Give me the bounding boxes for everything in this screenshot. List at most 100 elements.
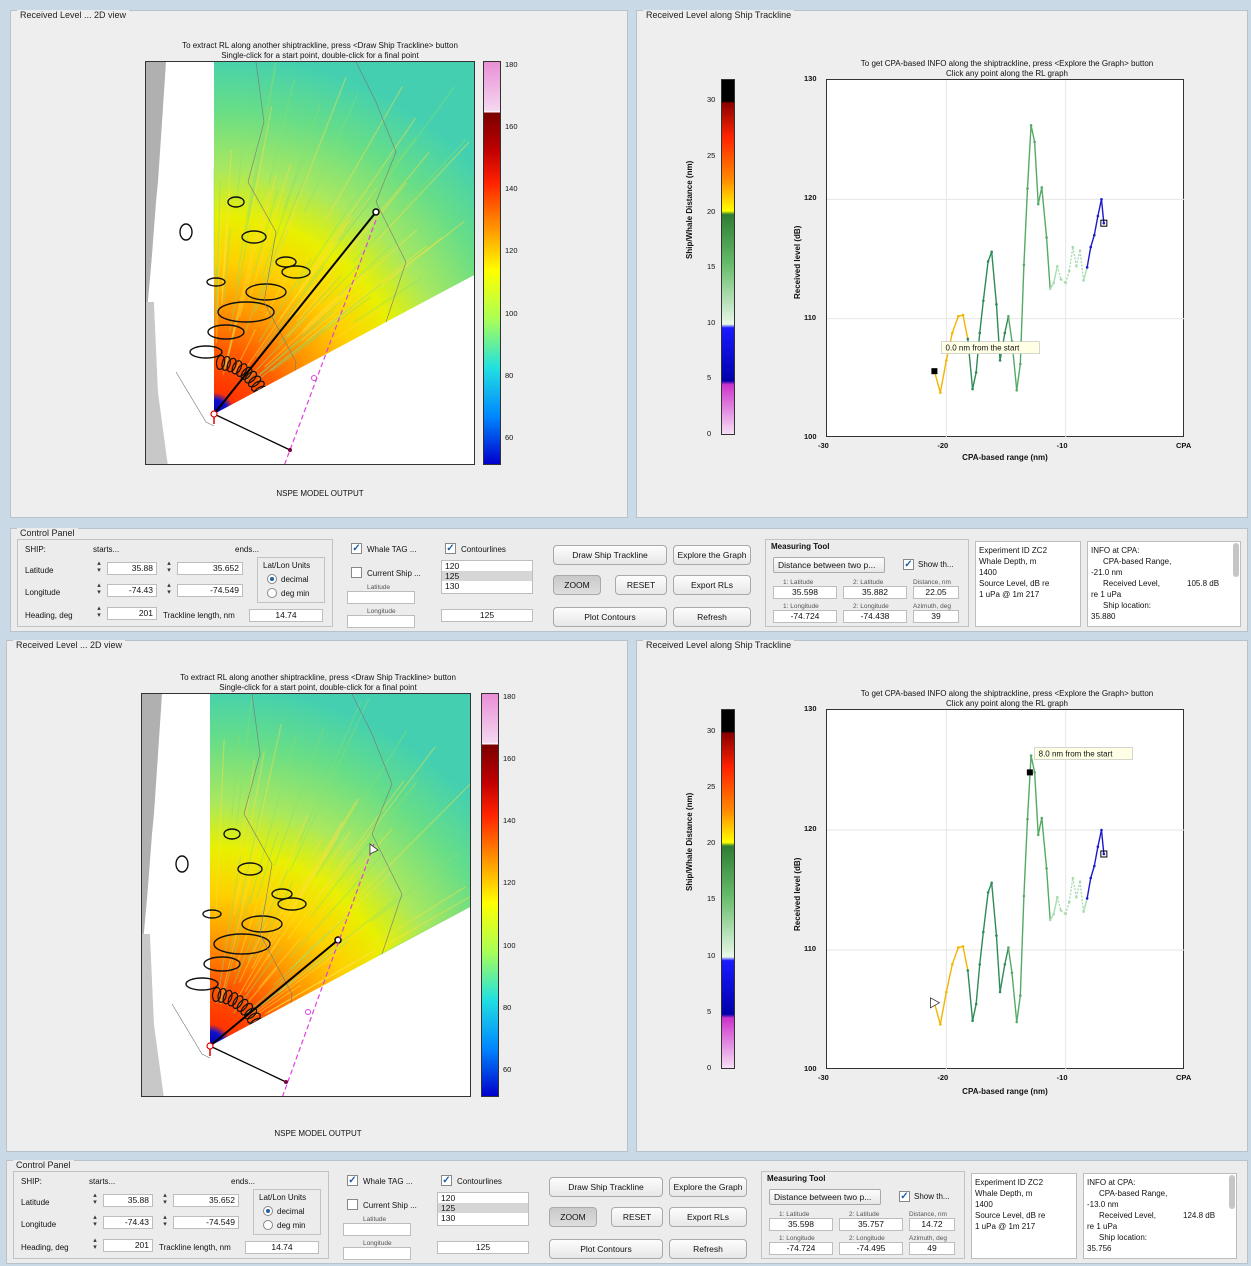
azimuth-input[interactable]: 49 bbox=[909, 1242, 955, 1255]
start-lon-input[interactable]: -74.43 bbox=[107, 584, 157, 597]
contourlines-checkbox[interactable]: ✓ bbox=[441, 1175, 452, 1186]
rl-data-point[interactable] bbox=[971, 1019, 974, 1023]
rl-data-point[interactable] bbox=[1026, 817, 1029, 821]
lon2-input[interactable]: -74.495 bbox=[839, 1242, 903, 1255]
rl-data-point[interactable] bbox=[1067, 269, 1071, 273]
rl-data-point[interactable] bbox=[966, 337, 970, 341]
rl-data-point[interactable] bbox=[945, 990, 948, 994]
draw-ship-trackline-button[interactable]: Draw Ship Trackline bbox=[549, 1177, 663, 1197]
rl-data-point[interactable] bbox=[1029, 754, 1033, 757]
rl-data-point[interactable] bbox=[982, 299, 985, 303]
rl-data-point[interactable] bbox=[1102, 221, 1106, 225]
end-lon-input[interactable]: -74.549 bbox=[173, 1216, 239, 1229]
rl-data-point[interactable] bbox=[1082, 910, 1085, 913]
rl-data-point[interactable] bbox=[1022, 263, 1026, 267]
contour-levels-list[interactable]: 120 125 130 bbox=[441, 560, 533, 594]
rl-data-point[interactable] bbox=[995, 303, 998, 306]
reset-button[interactable]: RESET bbox=[611, 1207, 663, 1227]
rl-data-point[interactable] bbox=[1007, 946, 1010, 949]
rl-data-point[interactable] bbox=[945, 359, 948, 362]
rl-data-point[interactable] bbox=[1019, 994, 1022, 997]
rl-data-point[interactable] bbox=[956, 314, 960, 318]
rl-data-point[interactable] bbox=[995, 934, 998, 937]
rl-data-point[interactable] bbox=[986, 260, 990, 263]
rl-data-point[interactable] bbox=[1075, 895, 1078, 899]
rl-data-point[interactable] bbox=[971, 387, 974, 391]
spin-arrows-icon[interactable]: ▴ ▾ bbox=[93, 1214, 97, 1228]
spin-arrows-icon[interactable]: ▴ ▾ bbox=[163, 1192, 167, 1206]
rl-data-point[interactable] bbox=[1078, 880, 1082, 883]
lat1-input[interactable]: 35.598 bbox=[773, 586, 837, 599]
rl-data-point[interactable] bbox=[1045, 867, 1048, 870]
rl-data-point[interactable] bbox=[1102, 852, 1106, 856]
start-lat-input[interactable]: 35.88 bbox=[107, 562, 157, 575]
trackline-length-input[interactable]: 14.74 bbox=[249, 609, 323, 622]
lon2-input[interactable]: -74.438 bbox=[843, 610, 907, 623]
rl-data-point[interactable] bbox=[939, 1023, 942, 1026]
decimal-radio[interactable] bbox=[263, 1206, 273, 1216]
decimal-radio[interactable] bbox=[267, 574, 277, 584]
rl-data-point[interactable] bbox=[986, 891, 990, 894]
rl-data-point[interactable] bbox=[974, 1002, 978, 1006]
rl-data-point[interactable] bbox=[998, 990, 1002, 994]
rl-data-point[interactable] bbox=[1078, 249, 1082, 252]
rl-data-point[interactable] bbox=[1056, 264, 1059, 268]
start-lon-input[interactable]: -74.43 bbox=[103, 1216, 153, 1229]
current-ship-lat-input[interactable] bbox=[347, 591, 415, 604]
contour-option[interactable]: 120 bbox=[441, 1193, 456, 1203]
distance-input[interactable]: 22.05 bbox=[913, 586, 959, 599]
rl-data-point[interactable] bbox=[966, 969, 970, 972]
rl-data-point[interactable] bbox=[1089, 245, 1093, 249]
end-lon-input[interactable]: -74.549 bbox=[177, 584, 243, 597]
current-ship-checkbox[interactable] bbox=[347, 1199, 358, 1210]
rl-data-point[interactable] bbox=[939, 391, 942, 394]
contour-option[interactable]: 130 bbox=[445, 581, 460, 591]
spin-arrows-icon[interactable]: ▴ ▾ bbox=[163, 1214, 167, 1228]
current-ship-checkbox[interactable] bbox=[351, 567, 362, 578]
zoom-button[interactable]: ZOOM bbox=[549, 1207, 597, 1227]
explore-graph-button[interactable]: Explore the Graph bbox=[673, 545, 751, 565]
rl-data-point[interactable] bbox=[1045, 236, 1048, 239]
rl-data-point[interactable] bbox=[1036, 833, 1040, 837]
rl-data-point[interactable] bbox=[1075, 264, 1078, 268]
rl-data-point[interactable] bbox=[1033, 140, 1036, 144]
start-lat-input[interactable]: 35.88 bbox=[103, 1194, 153, 1207]
export-rls-button[interactable]: Export RLs bbox=[669, 1207, 747, 1227]
azimuth-input[interactable]: 39 bbox=[913, 610, 959, 623]
rl-data-point[interactable] bbox=[1007, 314, 1010, 318]
rl-data-point[interactable] bbox=[961, 313, 965, 317]
whale-tag-checkbox[interactable]: ✓ bbox=[351, 543, 362, 554]
refresh-button[interactable]: Refresh bbox=[673, 607, 751, 627]
spin-arrows-icon[interactable]: ▴ ▾ bbox=[97, 582, 101, 596]
rl-data-point[interactable] bbox=[1029, 124, 1033, 127]
rl-data-point[interactable] bbox=[1056, 895, 1059, 899]
lat2-input[interactable]: 35.882 bbox=[843, 586, 907, 599]
rl-data-point[interactable] bbox=[978, 963, 982, 966]
trackline-length-input[interactable]: 14.74 bbox=[245, 1241, 319, 1254]
rl-data-point[interactable] bbox=[1048, 918, 1052, 922]
rl-data-point[interactable] bbox=[978, 331, 982, 335]
rl-data-point[interactable] bbox=[1015, 388, 1019, 392]
rl-data-point[interactable] bbox=[1010, 971, 1014, 975]
draw-ship-trackline-button[interactable]: Draw Ship Trackline bbox=[553, 545, 667, 565]
rl-data-point[interactable] bbox=[951, 963, 954, 966]
zoom-button[interactable]: ZOOM bbox=[553, 575, 601, 595]
contour-value-input[interactable]: 125 bbox=[437, 1241, 529, 1254]
rl-map-graphic[interactable] bbox=[142, 694, 471, 1097]
spin-arrows-icon[interactable]: ▴ ▾ bbox=[97, 605, 101, 619]
rl-data-point[interactable] bbox=[1003, 331, 1007, 335]
rl-data-point[interactable] bbox=[974, 371, 978, 374]
rl-data-point[interactable] bbox=[1033, 771, 1036, 774]
contour-levels-list[interactable]: 120 125 130 bbox=[437, 1192, 529, 1226]
rl-data-point[interactable] bbox=[998, 359, 1002, 362]
cpa-info-scrollbar[interactable] bbox=[1229, 1175, 1235, 1209]
end-lat-input[interactable]: 35.652 bbox=[173, 1194, 239, 1207]
rl-data-point[interactable] bbox=[1048, 287, 1052, 291]
rl-data-point[interactable] bbox=[1089, 876, 1093, 880]
spin-arrows-icon[interactable]: ▴ ▾ bbox=[93, 1237, 97, 1251]
rl-data-point[interactable] bbox=[1003, 963, 1007, 966]
rl-data-point[interactable] bbox=[1040, 816, 1044, 820]
rl-data-point[interactable] bbox=[1100, 828, 1103, 832]
rl-data-point[interactable] bbox=[1096, 845, 1100, 849]
rl-data-point[interactable] bbox=[1093, 233, 1096, 237]
